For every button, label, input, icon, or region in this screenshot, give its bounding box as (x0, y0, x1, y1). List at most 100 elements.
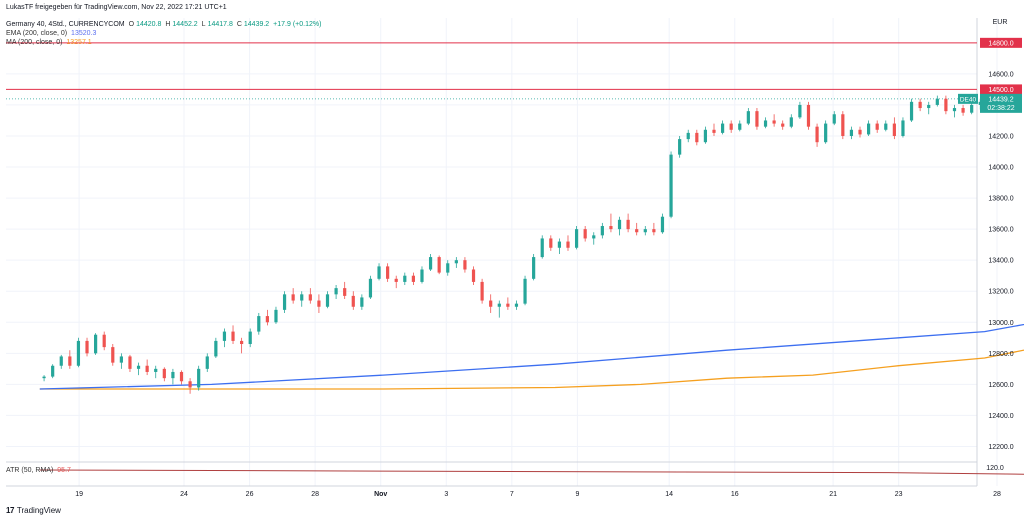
ema-series-line (39, 323, 1024, 390)
candle-body (678, 139, 682, 155)
candle-body (617, 219, 622, 230)
candle-body (291, 294, 295, 301)
candle (583, 226, 587, 242)
candle (892, 117, 896, 140)
candle (617, 216, 622, 236)
level-price-text: 14500.0 (988, 87, 1013, 94)
low-value: 14417.8 (207, 21, 233, 28)
candle-body (222, 331, 227, 341)
candle (652, 222, 656, 236)
candle (918, 98, 922, 112)
candle (76, 337, 81, 368)
candle-body (592, 235, 596, 239)
candle-body (506, 303, 510, 307)
candle (454, 257, 458, 268)
ma-200-line (39, 349, 1024, 390)
candle-body (944, 98, 948, 112)
candle (609, 213, 613, 233)
candle (514, 300, 519, 310)
candle-body (815, 126, 819, 143)
horizontal-levels (6, 42, 977, 100)
tradingview-footer[interactable]: 17 TradingView (6, 506, 61, 515)
candle (282, 291, 287, 313)
level-price-badge (980, 84, 1022, 95)
candle-body (76, 340, 81, 366)
candle-body (909, 101, 914, 121)
y-tick-label: 12200.0 (988, 444, 1013, 451)
level-price-text: 14800.0 (988, 40, 1013, 47)
candle-body (703, 129, 708, 143)
candle (952, 104, 957, 118)
candle (188, 378, 192, 394)
candle (154, 365, 158, 379)
candle-body (798, 104, 802, 118)
symbol-title: Germany 40, 4Std., CURRENCYCOM (6, 21, 125, 28)
candle-body (351, 295, 355, 307)
atr-legend[interactable]: ATR (50, RMA) 95.7 (6, 466, 73, 475)
candle-body (111, 347, 115, 363)
y-tick-label: 13800.0 (988, 196, 1013, 203)
candle-body (394, 278, 398, 282)
symbol-badge (958, 93, 978, 104)
candle (600, 222, 604, 239)
candle (884, 120, 888, 132)
ma-legend[interactable]: MA (200, close, 0) 13257.1 (6, 38, 94, 47)
ema-legend[interactable]: EMA (200, close, 0) 13520.3 (6, 29, 98, 38)
candle-body (772, 120, 776, 124)
candle (145, 359, 149, 376)
candle (59, 354, 63, 369)
candle-body (334, 288, 338, 295)
ohlc-legend[interactable]: Germany 40, 4Std., CURRENCYCOM O 14420.8 … (6, 20, 323, 29)
atr-value: 95.7 (57, 467, 71, 474)
candle (875, 120, 879, 133)
candle (351, 291, 355, 310)
candle-body (471, 269, 476, 282)
candle-body (411, 275, 415, 282)
candle-body (420, 269, 424, 282)
candle-body (179, 371, 184, 382)
candle (729, 120, 733, 133)
atr-pane (39, 469, 1024, 475)
candle (257, 312, 261, 335)
x-tick-label: 7 (510, 491, 514, 498)
candle (867, 120, 871, 136)
candle-body (454, 260, 458, 264)
candle (291, 288, 295, 304)
y-tick-label: 12600.0 (988, 382, 1013, 389)
candle (669, 151, 673, 219)
candle-body (403, 275, 407, 282)
candle-body (643, 229, 647, 233)
candle-body (729, 123, 733, 130)
candle (205, 353, 209, 372)
candle-body (806, 104, 811, 127)
candle (549, 235, 553, 251)
candle-body (265, 316, 269, 323)
level-price-badge (980, 37, 1022, 48)
candle-body (961, 108, 965, 113)
candle (386, 263, 390, 282)
candle (858, 126, 862, 138)
candle-body (858, 129, 862, 135)
candle-body (660, 216, 665, 233)
candle (377, 263, 381, 281)
candle-body (274, 309, 278, 323)
candle (660, 213, 665, 234)
candle (798, 101, 802, 119)
candle-body (952, 108, 957, 112)
candle-body (386, 266, 390, 279)
candle (574, 226, 579, 250)
candle (970, 101, 974, 115)
candle-body (317, 300, 321, 307)
candle (935, 95, 939, 107)
candle-body (763, 120, 768, 127)
change-value: +17.9 (+0.12%) (273, 21, 322, 28)
candle (222, 328, 227, 348)
candle-body (824, 123, 828, 143)
time-axis[interactable]: 19242628Nov3791416212328Dez (75, 491, 1024, 498)
candle-body (867, 123, 871, 135)
candle (909, 98, 914, 123)
attribution-line: LukasTF freigegeben für TradingView.com,… (6, 3, 229, 12)
y-tick-label: 13000.0 (988, 320, 1013, 327)
candle (214, 337, 218, 358)
